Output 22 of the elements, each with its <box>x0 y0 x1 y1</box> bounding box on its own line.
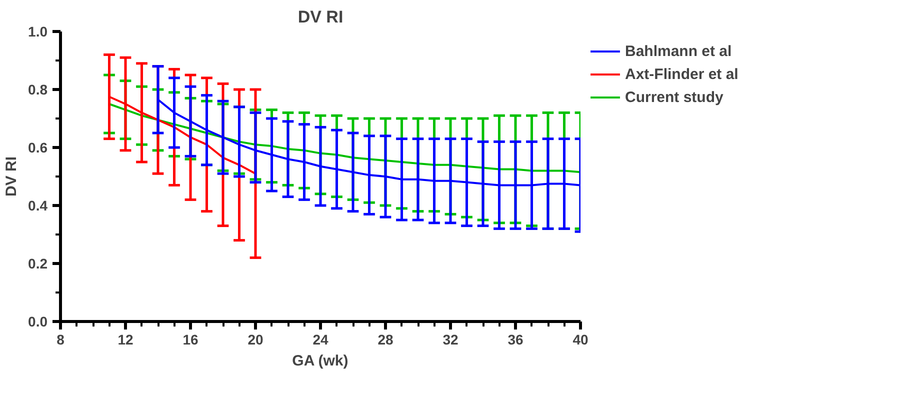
x-axis-title: GA (wk) <box>292 352 348 370</box>
y-tick-label: 0.2 <box>28 256 48 272</box>
line-series <box>108 103 580 174</box>
x-tick-label: 8 <box>56 332 65 348</box>
x-tick-label: 40 <box>572 332 588 348</box>
y-tick-label: 0.6 <box>28 140 48 156</box>
x-tick-label: 32 <box>442 332 458 348</box>
x-tick-label: 36 <box>508 332 524 348</box>
y-tick-label: 0.0 <box>28 314 48 330</box>
legend-label: Bahlmann et al <box>625 42 732 60</box>
x-tick-label: 24 <box>312 332 328 348</box>
x-tick-label: 16 <box>182 332 198 348</box>
y-tick-label: 0.4 <box>28 198 48 214</box>
legend-label: Axt-Flinder et al <box>625 66 738 82</box>
chart-title: DV RI <box>298 8 344 26</box>
x-tick-label: 20 <box>248 332 264 348</box>
x-tick-label: 28 <box>378 332 394 348</box>
y-axis-title: DV RI <box>3 156 20 196</box>
legend-label: Current study <box>625 88 724 106</box>
x-tick-label: 12 <box>118 332 134 348</box>
y-tick-label: 1.0 <box>28 24 48 40</box>
y-tick-label: 0.8 <box>28 82 48 98</box>
